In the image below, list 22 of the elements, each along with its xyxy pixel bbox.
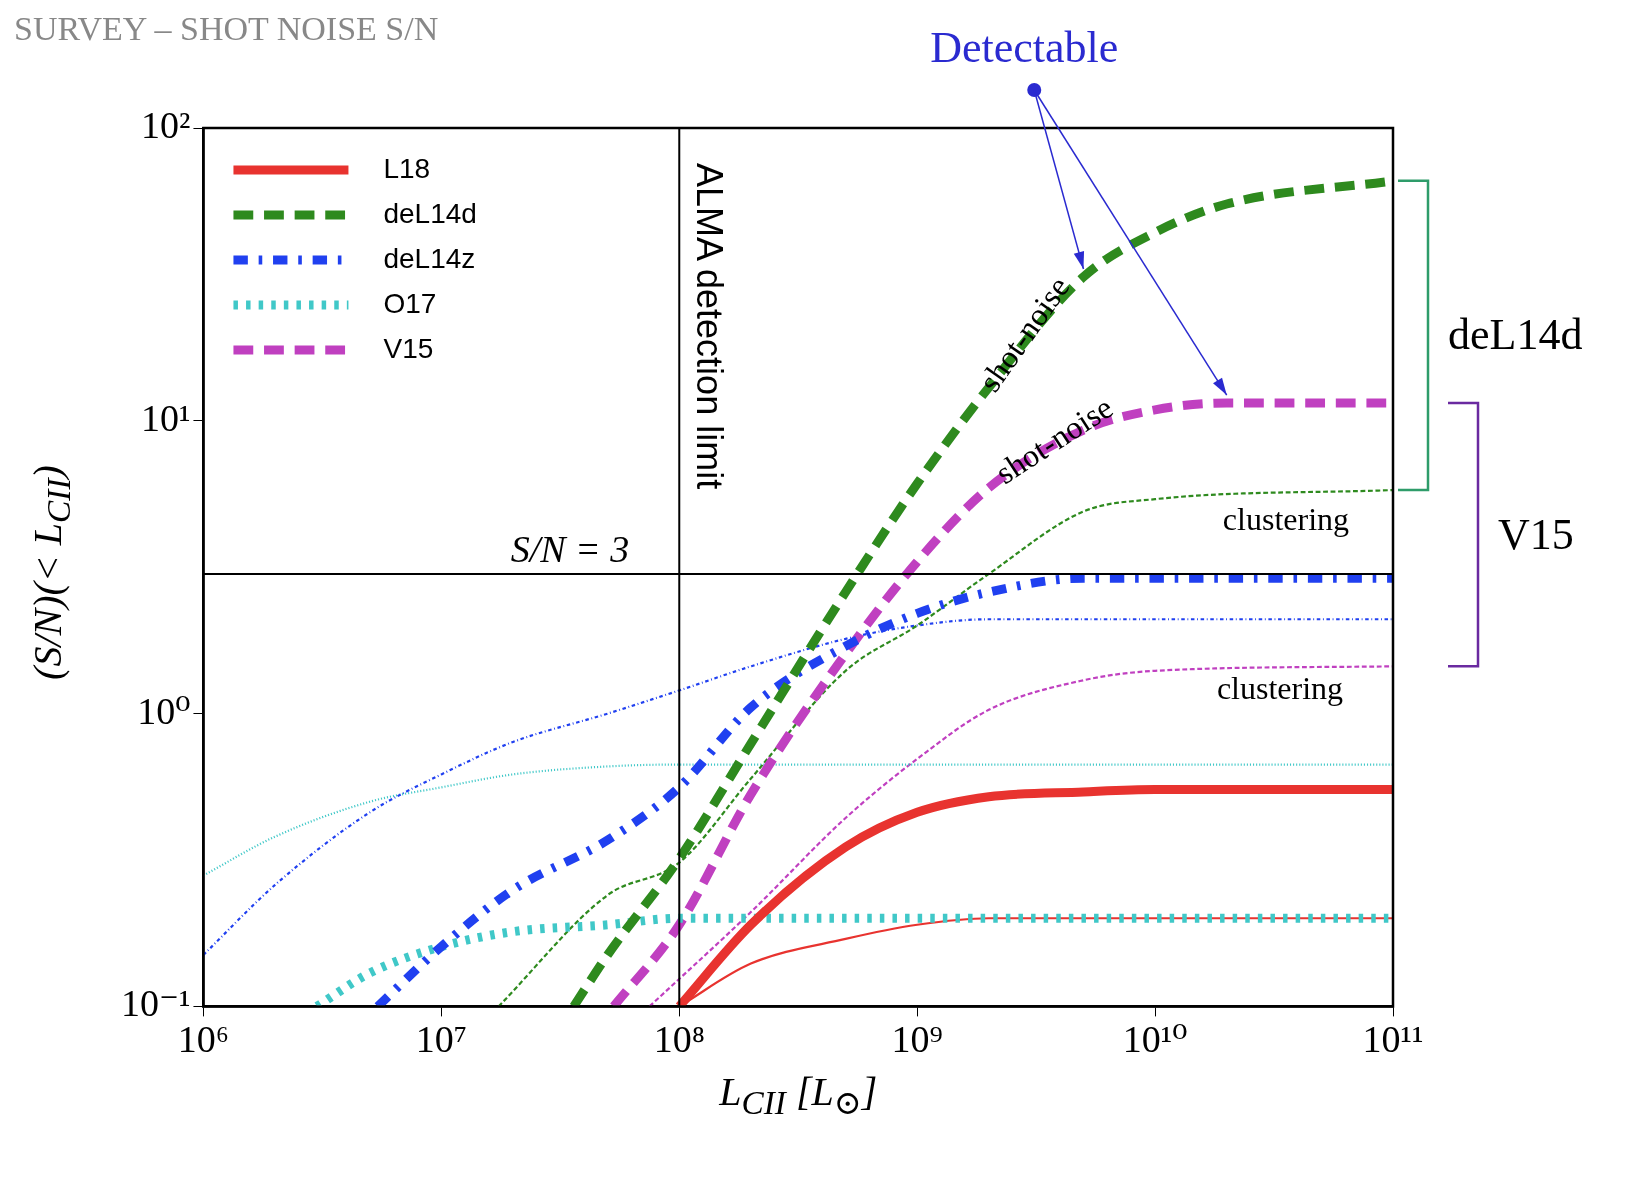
chart-title: SURVEY – SHOT NOISE S/N [14,10,439,48]
y-tick-label: 10¹ [141,396,191,439]
y-tick-label: 10⁰ [137,689,191,732]
text: V15 [1498,508,1574,561]
legend-label: O17 [383,287,437,319]
x-axis-title: L$_{CII}$ [L$_{⊙}$] [718,1068,879,1124]
x-tick-label: 10⁸ [653,1018,705,1061]
x-tick-label: 10⁹ [891,1018,943,1061]
text: deL14d [1448,309,1583,362]
legend-label: L18 [383,152,431,184]
legend-label: deL14d [383,197,477,229]
x-tick-label: 10⁷ [415,1018,467,1061]
legend-label: V15 [383,332,434,364]
annotation: clustering [1216,669,1344,708]
ref-line-label: S/N = 3 [509,526,630,572]
x-tick-label: 10¹⁰ [1122,1018,1188,1061]
legend-label: deL14z [383,242,476,274]
ref-line-label: ALMA detection limit [688,163,732,490]
x-tick-label: 10¹¹ [1362,1018,1424,1061]
text: Detectable [930,21,1119,74]
y-tick-label: 10² [141,103,191,146]
annotation: clustering [1222,499,1350,539]
